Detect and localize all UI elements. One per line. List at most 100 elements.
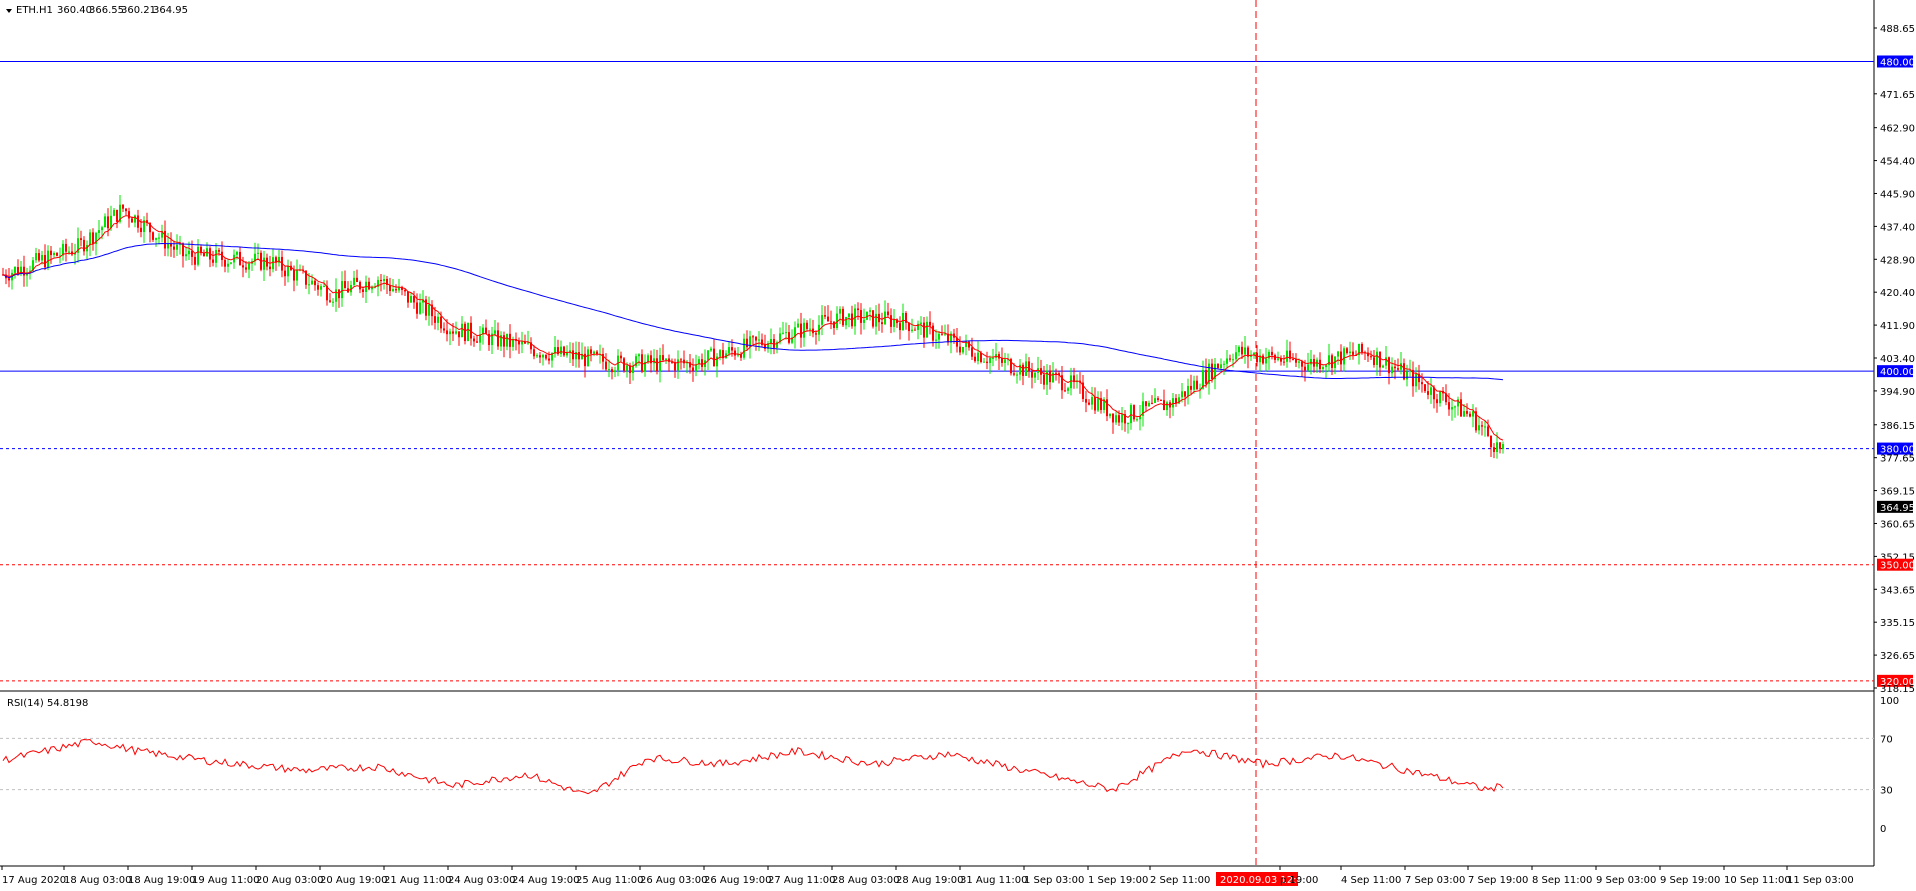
candle-body [188,250,190,255]
candle-body [722,350,724,359]
candle-body [998,354,1000,359]
candle-body [1415,373,1417,387]
candle-body [890,315,892,327]
candle-body [839,308,841,314]
candle-body [464,323,466,342]
candle-body [305,270,307,285]
candle-body [410,296,412,303]
level-badge-480.00 [1877,55,1913,68]
candle-body [401,286,403,290]
horizontal-levels [0,60,1874,682]
candle-body [1478,425,1480,431]
candle-body [548,358,550,361]
candle-body [89,232,91,246]
candle-body [275,257,277,263]
candle-body [242,265,244,268]
candle-body [1091,397,1093,405]
candle-body [77,238,79,253]
candle-body [56,253,58,256]
candle-body [1157,398,1159,400]
candle-body [881,322,883,325]
candle-body [752,336,754,338]
candle-body [1298,361,1300,363]
low-price: 360.21 [121,5,156,16]
candle-body [542,354,544,358]
candle-body [287,265,289,277]
candle-body [488,333,490,346]
candle-body [716,356,718,367]
candle-body [974,356,976,362]
candle-body [380,279,382,282]
candle-body [869,310,871,312]
candle-body [113,209,115,216]
candle-body [14,267,16,273]
candle-body [710,348,712,351]
candle-body [668,358,670,362]
candle-body [17,267,19,275]
candle-body [845,316,847,326]
candle-body [404,289,406,292]
candle-body [848,313,850,317]
candle-body [1241,346,1243,355]
candle-body [218,249,220,252]
level-badge-320.00 [1877,674,1913,687]
candle-body [110,215,112,229]
candle-body [1115,415,1117,423]
candle-body [182,243,184,257]
candle-body [893,319,895,327]
candle-body [1088,402,1090,405]
candle-body [509,333,511,347]
candle-body [842,308,844,326]
candle-body [284,270,286,277]
time-tick-label: 4 Sep 11:00 [1341,875,1401,886]
candle-body [221,251,223,260]
candle-body [1352,351,1354,355]
dropdown-triangle-icon[interactable] [6,9,12,13]
candle-body [1406,371,1408,380]
crosshair-time-label: 2020.09.03 12:00 [1220,875,1309,886]
open-price: 360.40 [57,5,92,16]
rsi-tick-label: 100 [1880,696,1899,707]
candle-body [983,361,985,363]
candle-body [656,358,658,372]
candle-body [944,333,946,335]
candle-body [1499,442,1501,449]
candle-body [1064,390,1066,392]
price-tick-label: 488.65 [1880,24,1915,35]
candle-body [590,349,592,354]
candle-body [1469,413,1471,417]
candle-body [857,308,859,311]
price-tick-label: 471.65 [1880,90,1915,101]
candle-body [173,246,175,250]
candle-body [827,316,829,322]
candle-body [638,354,640,357]
candle-body [320,286,322,290]
candle-body [1373,357,1375,365]
candle-body [698,359,700,365]
time-tick-label: 7 Sep 03:00 [1405,875,1465,886]
candle-body [383,278,385,282]
candle-body [1412,369,1414,387]
candle-body [923,322,925,338]
candle-body [215,249,217,263]
candle-body [191,250,193,257]
level-badge-label: 480.00 [1880,57,1915,68]
candle-body [911,329,913,332]
time-tick-label: 17 Aug 2020 [2,875,66,886]
candle-body [1154,398,1156,403]
candle-body [728,347,730,354]
candle-body [1451,407,1453,410]
candle-body [197,246,199,265]
candle-body [935,339,937,341]
candle-body [581,353,583,360]
candle-body [1175,398,1177,404]
candle-body [1385,357,1387,366]
candle-body [323,285,325,287]
candle-body [479,334,481,343]
candle-body [578,352,580,360]
price-axis[interactable]: 488.65 480.00 471.65 462.90 454.40 445.90 437.… [1874,24,1915,695]
candle-body [1097,398,1099,411]
price-tick-label: 352.15 [1880,552,1915,563]
candle-body [476,341,478,343]
